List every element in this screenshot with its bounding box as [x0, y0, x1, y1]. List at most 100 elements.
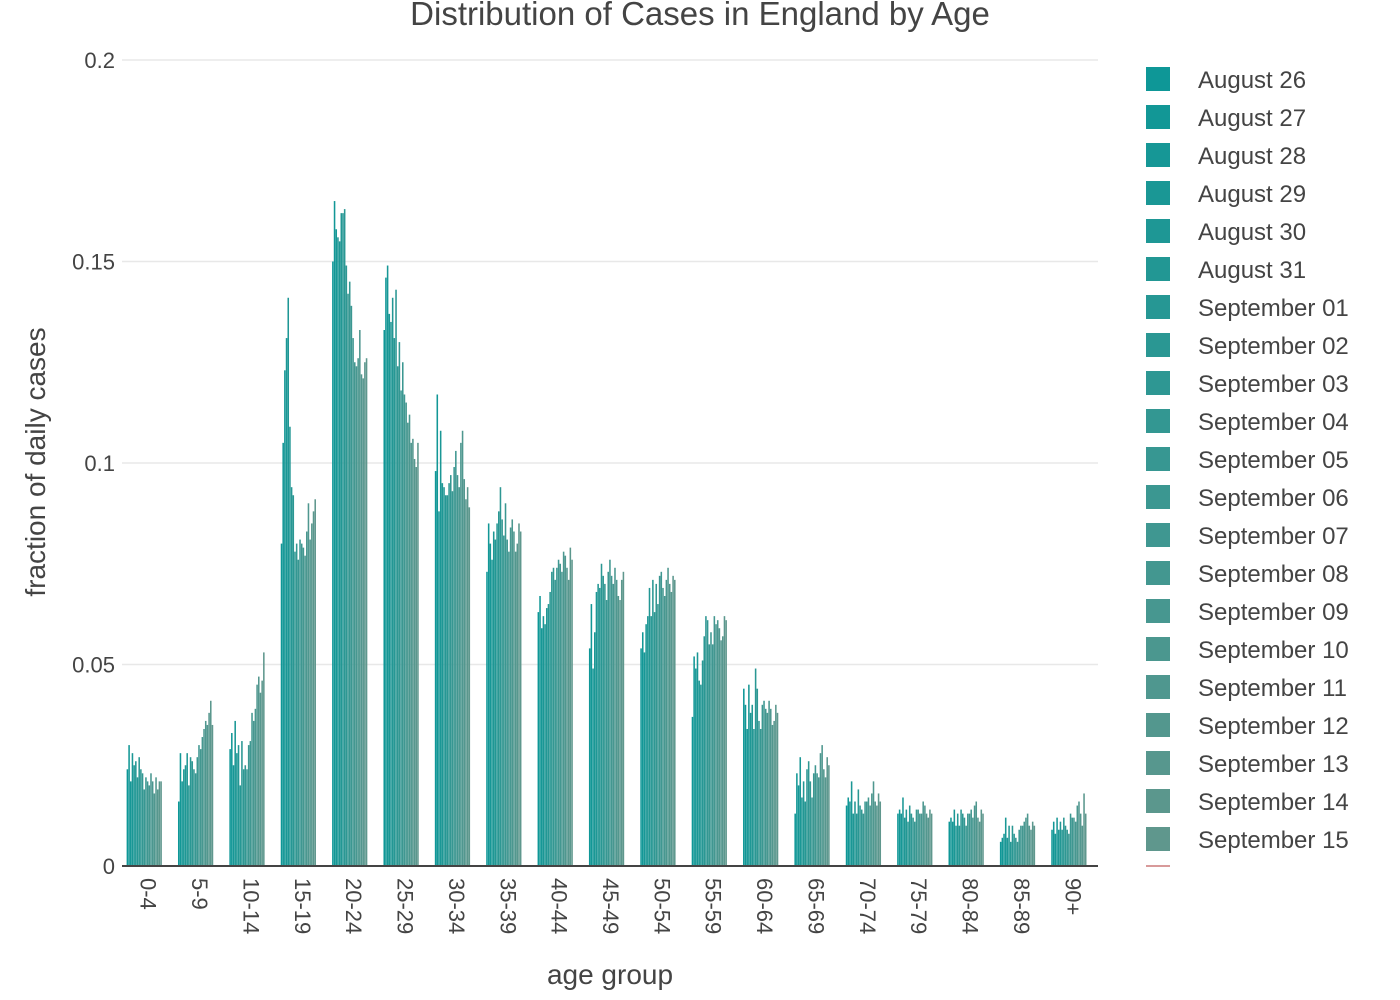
bar — [701, 660, 704, 866]
bar — [444, 495, 447, 866]
bar — [184, 765, 187, 866]
bar — [723, 616, 726, 866]
bar — [1076, 805, 1079, 866]
bar — [241, 741, 243, 866]
bar — [860, 809, 863, 866]
bar — [703, 636, 706, 866]
bar — [518, 523, 520, 866]
bar — [824, 777, 827, 866]
bar — [1001, 837, 1004, 866]
bar — [806, 769, 808, 866]
bar — [652, 579, 654, 866]
bar — [249, 741, 252, 866]
bar — [191, 761, 194, 866]
bar — [1010, 841, 1012, 866]
x-tick-label: 10-14 — [238, 878, 263, 934]
bar — [160, 781, 162, 866]
bar — [607, 571, 610, 866]
bar — [898, 809, 901, 866]
bar — [402, 362, 404, 866]
bar — [746, 728, 748, 866]
bar — [663, 595, 666, 866]
bar — [410, 442, 412, 866]
bar — [862, 813, 865, 866]
bar — [759, 728, 762, 866]
bar — [710, 632, 712, 866]
bar — [908, 805, 911, 866]
bar — [816, 773, 818, 866]
bar — [208, 712, 210, 866]
bar — [332, 261, 334, 866]
bar — [436, 394, 439, 866]
bar — [194, 773, 197, 866]
bar — [716, 620, 719, 866]
bar — [417, 442, 419, 866]
bar — [395, 289, 397, 867]
bar — [403, 394, 406, 866]
bar — [141, 773, 144, 866]
bar — [1054, 833, 1057, 866]
bar — [609, 559, 611, 866]
bar — [129, 781, 132, 866]
bar — [595, 591, 598, 866]
legend-swatch — [1146, 713, 1170, 737]
bar — [602, 575, 604, 866]
bar — [670, 591, 673, 866]
bar — [551, 571, 553, 866]
bar — [948, 821, 951, 866]
legend-swatch — [1146, 675, 1170, 699]
bar — [443, 487, 445, 866]
bar — [852, 813, 855, 866]
x-tick-label: 45-49 — [598, 878, 623, 934]
bar — [658, 575, 661, 866]
bar — [809, 781, 812, 866]
bar — [919, 813, 921, 866]
bar — [156, 789, 159, 866]
bar — [354, 362, 356, 866]
bar — [871, 793, 873, 866]
bar — [821, 745, 823, 866]
bar — [258, 676, 260, 866]
legend-swatch — [1146, 295, 1170, 319]
bar — [513, 531, 515, 866]
bar — [247, 745, 250, 866]
y-tick-label: 0.05 — [72, 653, 115, 678]
bar — [189, 757, 192, 866]
bar — [340, 213, 343, 866]
bar — [561, 571, 563, 866]
bar — [857, 789, 860, 866]
bar — [597, 583, 599, 866]
bar — [206, 724, 209, 866]
bar — [405, 402, 407, 866]
bar — [350, 305, 353, 867]
bar — [456, 475, 459, 866]
bar — [552, 567, 555, 866]
bar — [468, 507, 471, 866]
bar — [337, 237, 339, 866]
bar — [879, 801, 882, 866]
bar — [657, 604, 659, 866]
bar — [905, 809, 908, 866]
bar — [463, 479, 466, 866]
legend-label: September 04 — [1198, 409, 1349, 436]
x-tick-label: 85-89 — [1009, 878, 1034, 934]
bar — [146, 781, 149, 866]
y-tick-label: 0.15 — [72, 250, 115, 275]
bar — [802, 781, 805, 866]
bar — [451, 491, 454, 866]
bar — [1057, 829, 1060, 866]
bar — [720, 640, 722, 866]
bar — [503, 535, 505, 866]
bar — [801, 797, 803, 866]
x-axis-title: age group — [547, 959, 673, 990]
bar — [284, 370, 286, 866]
bar — [849, 801, 851, 866]
bar — [571, 559, 573, 866]
bar — [545, 608, 548, 866]
bar — [725, 620, 727, 866]
bar — [465, 499, 467, 866]
bar — [920, 813, 923, 866]
x-tick-label: 80-84 — [958, 878, 983, 934]
bar — [540, 628, 543, 866]
